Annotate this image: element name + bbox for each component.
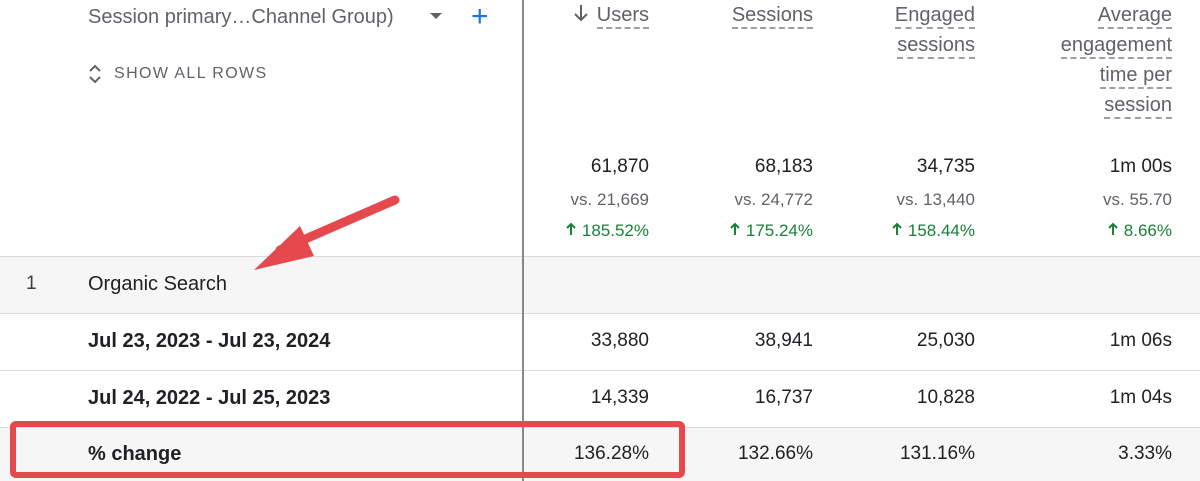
change-engaged-sessions: 158.44%: [892, 221, 975, 241]
cell-avg-engagement-time: 1m 04s: [1109, 387, 1172, 408]
cell-users: 33,880: [590, 330, 649, 351]
cell-users: 14,339: [590, 387, 649, 408]
comparison-users: vs. 21,669: [570, 190, 649, 209]
column-header-sessions[interactable]: Sessions: [731, 0, 813, 30]
header-label: Users: [596, 4, 649, 29]
arrow-up-icon: [1108, 221, 1118, 241]
arrow-up-icon: [892, 221, 902, 241]
sort-descending-icon: [573, 0, 589, 35]
cell-avg-engagement-time: 3.33%: [1118, 443, 1172, 464]
cell-engaged-sessions: 131.16%: [899, 443, 975, 464]
total-avg-engagement-time: 1m 00s: [1109, 156, 1172, 177]
row-divider: [0, 256, 1200, 257]
header-label: engagement: [1060, 34, 1172, 59]
cell-sessions: 16,737: [754, 387, 813, 408]
row-divider: [0, 370, 1200, 371]
header-label: sessions: [897, 34, 975, 59]
cell-sessions: 132.66%: [737, 443, 813, 464]
change-sessions: 175.24%: [730, 221, 813, 241]
show-all-rows-label: SHOW ALL ROWS: [114, 65, 268, 82]
dropdown-caret-icon[interactable]: [430, 13, 442, 19]
header-label: Engaged: [894, 4, 975, 29]
row-index: 1: [26, 273, 37, 294]
row-label-percent-change: % change: [88, 443, 182, 465]
cell-engaged-sessions: 10,828: [916, 387, 975, 408]
annotation-arrow-icon: [254, 195, 400, 270]
column-header-users[interactable]: Users: [573, 0, 649, 35]
expand-collapse-icon: [88, 62, 102, 86]
total-users: 61,870: [590, 156, 649, 177]
annotation-highlight-box: [10, 421, 685, 478]
cell-sessions: 38,941: [754, 330, 813, 351]
group-row-bg: [0, 256, 1200, 313]
row-divider: [0, 427, 1200, 428]
total-engaged-sessions: 34,735: [916, 156, 975, 177]
column-header-engaged-sessions[interactable]: Engaged sessions: [894, 0, 975, 60]
total-sessions: 68,183: [754, 156, 813, 177]
row-label-current-period: Jul 23, 2023 - Jul 23, 2024: [88, 330, 331, 352]
comparison-sessions: vs. 24,772: [734, 190, 813, 209]
cell-users: 136.28%: [573, 443, 649, 464]
header-label: session: [1104, 94, 1172, 119]
cell-engaged-sessions: 25,030: [916, 330, 975, 351]
column-header-avg-engagement-time[interactable]: Average engagement time per session: [1060, 0, 1172, 120]
comparison-avg-engagement-time: vs. 55.70: [1103, 190, 1172, 209]
dimension-label: Session primary…Channel Group): [88, 6, 394, 28]
row-label-previous-period: Jul 24, 2022 - Jul 25, 2023: [88, 387, 331, 409]
group-name[interactable]: Organic Search: [88, 273, 227, 295]
comparison-engaged-sessions: vs. 13,440: [896, 190, 975, 209]
row-divider: [0, 313, 1200, 314]
header-label: Average: [1097, 4, 1172, 29]
header-label: time per: [1099, 64, 1172, 89]
header-label: Sessions: [731, 4, 813, 29]
column-divider: [522, 0, 524, 481]
arrow-up-icon: [730, 221, 740, 241]
arrow-up-icon: [566, 221, 576, 241]
show-all-rows-button[interactable]: SHOW ALL ROWS: [88, 62, 268, 86]
cell-avg-engagement-time: 1m 06s: [1109, 330, 1172, 351]
add-dimension-button[interactable]: +: [471, 0, 489, 33]
change-users: 185.52%: [566, 221, 649, 241]
change-avg-engagement-time: 8.66%: [1108, 221, 1172, 241]
dimension-selector[interactable]: Session primary…Channel Group): [88, 6, 394, 29]
